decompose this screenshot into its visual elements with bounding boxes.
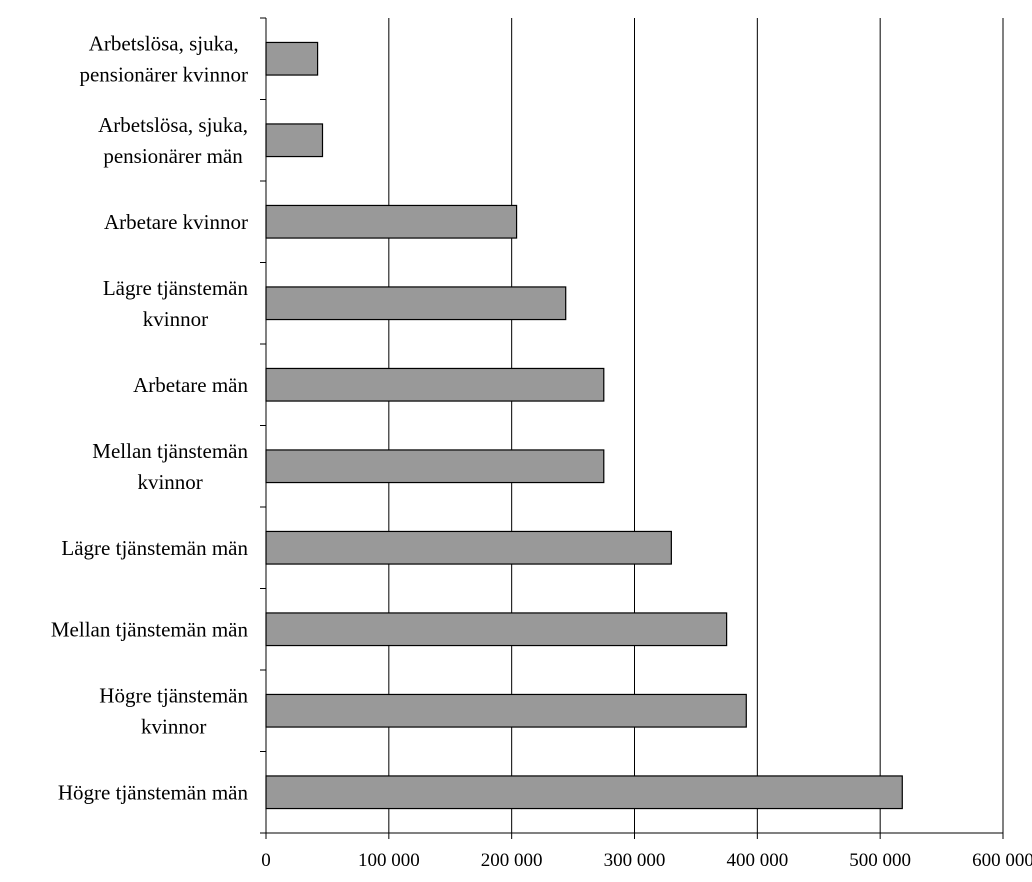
x-tick-label: 500 000 (849, 850, 911, 871)
x-tick-label: 400 000 (726, 850, 788, 871)
category-label: Lägre tjänstemän män (61, 536, 248, 560)
bar (265, 286, 567, 321)
category-label-line: kvinnor (137, 470, 202, 494)
bar (265, 449, 605, 484)
x-tick-label: 300 000 (604, 850, 666, 871)
bar (265, 530, 672, 565)
category-label-line: pensionärer män (103, 144, 243, 168)
category-label: Lägre tjänstemän kvinnor (103, 276, 249, 331)
x-tick-label: 600 000 (972, 850, 1032, 871)
category-label-line: kvinnor (141, 714, 206, 738)
category-label-line: Arbetare kvinnor (104, 210, 248, 234)
category-label: Högre tjänstemän män (58, 780, 249, 804)
axes (260, 17, 1004, 839)
bar (265, 367, 605, 402)
category-label: Arbetare kvinnor (104, 210, 248, 234)
category-label-line: Mellan tjänstemän (92, 439, 248, 463)
bar (265, 123, 324, 158)
x-tick-label: 200 000 (481, 850, 543, 871)
category-label-line: kvinnor (143, 307, 208, 331)
category-label: Högre tjänstemän kvinnor (99, 683, 248, 738)
category-labels: Arbetslösa, sjuka, pensionärer kvinnorArb… (51, 31, 249, 804)
category-label-line: Arbetslösa, sjuka, (98, 113, 248, 137)
x-tick-labels: 0 100 000 200 000 300 000 400 000 500 000 600 … (261, 850, 1032, 871)
category-label: Arbetslösa, sjuka, pensionärer män (98, 113, 248, 168)
bar (265, 41, 319, 76)
category-label-line: pensionärer kvinnor (79, 62, 248, 86)
category-label-line: Lägre tjänstemän män (61, 536, 248, 560)
bar (265, 775, 903, 810)
category-label-line: Arbetslösa, sjuka, (89, 31, 239, 55)
bar (265, 204, 518, 239)
category-label: Arbetslösa, sjuka, pensionärer kvinnor (79, 31, 248, 86)
category-label: Mellan tjänstemän kvinnor (92, 439, 248, 494)
category-label-line: Lägre tjänstemän (103, 276, 249, 300)
x-tick-label: 100 000 (358, 850, 420, 871)
bar (265, 693, 747, 728)
category-label: Mellan tjänstemän män (51, 617, 249, 641)
bars (265, 41, 903, 810)
bar (265, 612, 728, 647)
category-label-line: Högre tjänstemän (99, 683, 248, 707)
category-label-line: Arbetare män (133, 373, 248, 397)
x-tick-label: 0 (261, 850, 271, 871)
category-label: Arbetare män (133, 373, 248, 397)
category-label-line: Mellan tjänstemän män (51, 617, 249, 641)
category-label-line: Högre tjänstemän män (58, 780, 249, 804)
